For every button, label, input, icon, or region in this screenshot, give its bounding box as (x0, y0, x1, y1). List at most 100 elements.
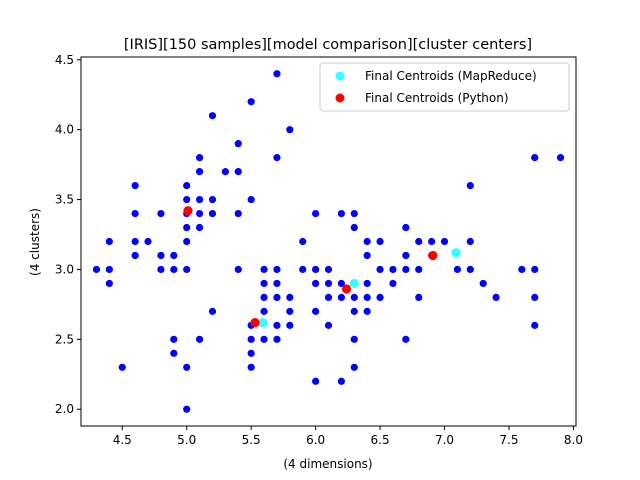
data-point (208, 307, 217, 315)
data-point (363, 251, 371, 260)
data-point (105, 237, 113, 246)
data-point (337, 293, 345, 302)
y-axis-label: (4 clusters) (28, 208, 42, 276)
x-tick-label: 7.0 (435, 433, 454, 447)
data-point (453, 265, 462, 274)
data-point (363, 307, 371, 315)
data-point (479, 279, 487, 288)
data-point (183, 405, 191, 413)
y-axis: 2.0 2.5 3.0 3.5 4.0 4.5 (55, 53, 81, 416)
data-point (376, 237, 384, 246)
data-point (118, 363, 126, 371)
data-point (415, 293, 423, 302)
data-point (312, 377, 320, 385)
data-point (531, 154, 539, 162)
data-point (183, 195, 191, 204)
x-axis-label: (4 dimensions) (283, 457, 372, 471)
data-point (363, 237, 371, 246)
data-point (337, 209, 345, 218)
data-point (299, 265, 307, 274)
data-point (273, 154, 281, 162)
data-point (247, 349, 255, 357)
data-point (402, 223, 410, 232)
data-point (415, 265, 423, 274)
x-axis: 4.5 5.0 5.5 6.0 6.5 7.0 7.5 8.0 (113, 426, 583, 447)
data-point (466, 181, 474, 190)
data-point (170, 335, 178, 343)
chart-title: [IRIS][150 samples][model comparison][cl… (124, 37, 532, 53)
data-point (324, 293, 333, 302)
centroid-mapreduce (451, 248, 461, 258)
data-point (273, 335, 281, 343)
data-point (376, 293, 384, 302)
data-point (131, 251, 139, 260)
data-point (195, 335, 204, 343)
data-point (312, 279, 320, 288)
data-point (131, 237, 139, 246)
y-tick-label: 3.0 (55, 262, 74, 276)
data-point (402, 335, 410, 343)
data-point (312, 209, 320, 218)
data-point (415, 237, 423, 246)
data-point (363, 293, 371, 302)
data-point (531, 265, 539, 274)
data-point (247, 98, 255, 106)
data-point (273, 70, 281, 78)
data-point (157, 251, 165, 260)
data-point (105, 279, 113, 288)
data-point (273, 293, 281, 302)
data-point (350, 223, 358, 232)
centroid-python (428, 250, 438, 261)
data-point (350, 307, 358, 315)
x-tick-label: 5.0 (177, 433, 196, 447)
data-point (195, 209, 204, 218)
data-point (92, 265, 101, 274)
data-point (286, 307, 294, 315)
data-point (337, 279, 345, 288)
data-point (363, 279, 371, 288)
legend-box (319, 62, 570, 112)
data-point (234, 168, 242, 176)
data-point (440, 237, 449, 246)
data-point (389, 279, 397, 288)
data-point (466, 237, 474, 246)
data-point (221, 168, 229, 176)
data-point (131, 181, 139, 190)
data-point (157, 209, 165, 218)
data-point (183, 363, 191, 371)
data-point (208, 195, 217, 204)
data-point (183, 223, 191, 232)
data-point (260, 279, 268, 288)
data-point (312, 265, 320, 274)
data-point (531, 293, 539, 302)
data-point (402, 251, 410, 260)
data-point (350, 209, 358, 218)
data-point (466, 265, 474, 274)
data-point (234, 265, 242, 274)
x-tick-label: 6.5 (371, 433, 390, 447)
data-point (273, 321, 281, 329)
data-point (208, 112, 217, 120)
data-point (131, 209, 139, 218)
x-tick-label: 6.0 (306, 433, 325, 447)
data-point (286, 321, 294, 329)
x-tick-label: 7.5 (499, 433, 518, 447)
data-point (195, 168, 204, 176)
y-tick-label: 4.5 (55, 53, 74, 67)
data-point (247, 195, 255, 204)
data-point (312, 307, 320, 315)
centroid-mapreduce (258, 317, 268, 328)
data-point (183, 265, 191, 274)
data-point (260, 335, 268, 343)
data-point (234, 140, 242, 148)
data-point (337, 377, 345, 385)
data-point (556, 154, 565, 162)
legend: Final Centroids (MapReduce) Final Centro… (319, 62, 570, 112)
data-point (183, 237, 191, 246)
data-point (170, 349, 178, 357)
data-point (195, 223, 204, 232)
centroid-python (183, 206, 193, 216)
data-point (208, 209, 217, 218)
data-point (286, 293, 294, 302)
